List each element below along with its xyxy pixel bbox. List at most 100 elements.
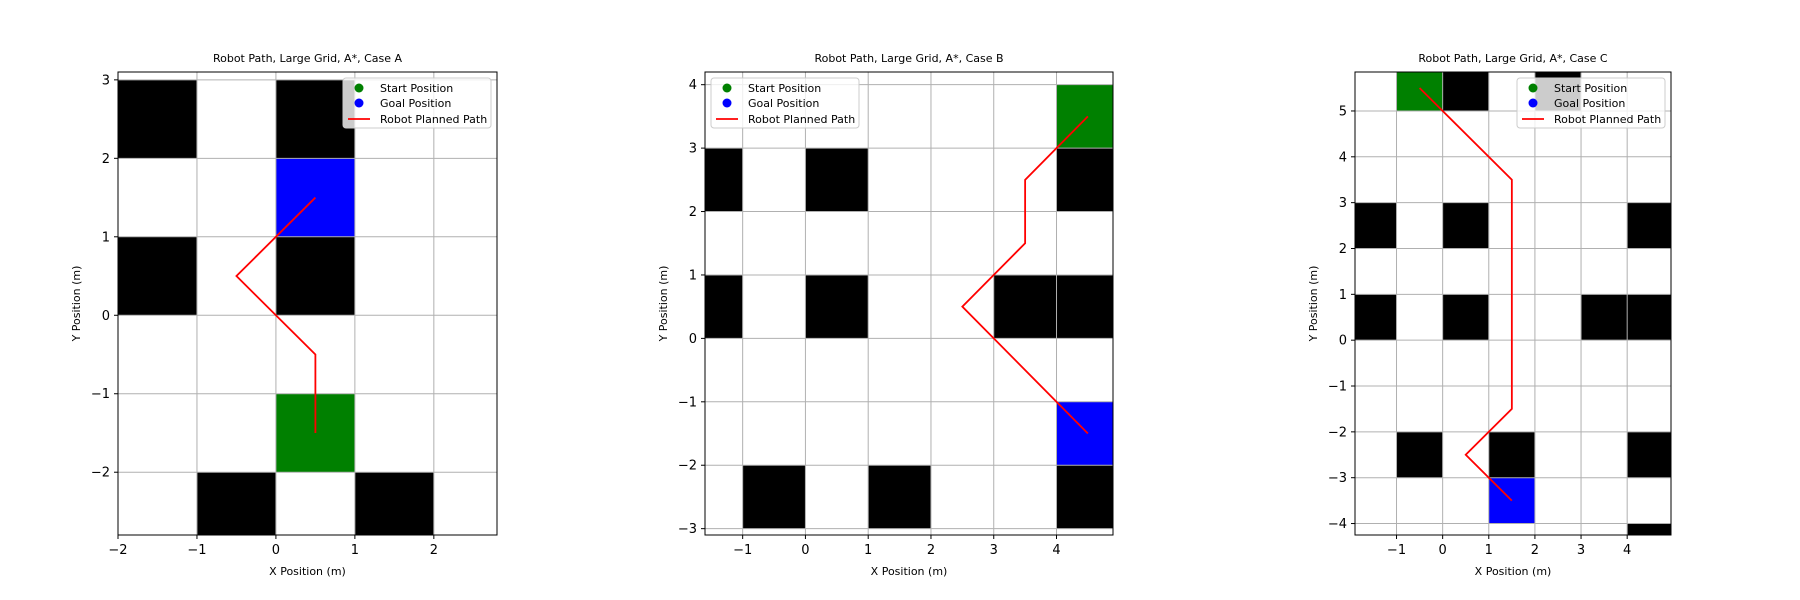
legend: Start Position Goal Position Robot Planned… [342,77,492,129]
legend-label: Robot Planned Path [748,113,855,126]
y-tick-label: 5 [1339,104,1347,119]
obstacle-cell [1056,465,1113,529]
x-tick-label: 0 [272,543,280,558]
y-tick-label: −3 [678,522,697,537]
robot-planned-path [1418,87,1513,502]
obstacle-cell [196,472,276,535]
x-tick-label: 3 [1577,543,1585,558]
legend: Start Position Goal Position Robot Planned… [1516,77,1666,129]
grid-cells [705,84,1113,529]
y-tick-label: 0 [102,309,110,324]
y-axis-label: Y Position (m) [1307,266,1320,343]
obstacle-cell [868,465,931,529]
y-tick-label: 2 [689,205,697,220]
y-axis-label: Y Position (m) [657,266,670,343]
y-tick-label: 0 [689,332,697,347]
robot-planned-path [961,115,1089,435]
y-tick-label: 3 [689,142,697,157]
obstacle-cell [1056,274,1113,339]
axes-frame [1354,71,1672,536]
x-tick-label: −1 [187,543,206,558]
obstacle-cell [275,79,355,159]
legend-label: Robot Planned Path [1554,113,1661,126]
chart-title: Robot Path, Large Grid, A*, Case B [814,52,1003,65]
obstacle-cell [275,236,355,316]
obstacle-cell [1355,202,1397,249]
obstacle-cell [1056,148,1113,212]
obstacle-cell [1442,72,1489,111]
x-axis-label: X Position (m) [269,565,346,578]
y-tick-label: −1 [91,387,110,402]
legend-box [710,77,860,129]
legend-marker-goal [722,98,732,108]
legend-box [342,77,492,129]
chart-title: Robot Path, Large Grid, A*, Case C [1418,52,1608,65]
legend-label: Goal Position [1554,97,1625,110]
obstacle-cell [993,274,1057,339]
x-axis-label: X Position (m) [871,565,948,578]
obstacle-cell [1355,294,1397,341]
y-tick-label: −2 [678,459,697,474]
legend-label: Start Position [1554,82,1627,95]
obstacle-cell [118,236,197,316]
chart-panel-1: −1 0 1 2 3 4 −3 −2 −1 0 1 2 3 4 Robot Path, Large Grid… [657,52,1114,578]
y-tick-label: 2 [1339,242,1347,257]
legend-label: Start Position [380,82,453,95]
obstacle-cell [1581,294,1628,341]
x-tick-label: 1 [1485,543,1493,558]
y-tick-label: −2 [91,466,110,481]
x-tick-label: 1 [864,543,872,558]
y-tick-label: 3 [1339,196,1347,211]
obstacle-cell [1627,202,1671,249]
legend-label: Start Position [748,82,821,95]
legend-label: Robot Planned Path [380,113,487,126]
y-tick-label: 1 [102,230,110,245]
y-tick-label: −2 [1328,425,1347,440]
y-tick-label: −1 [1328,380,1347,395]
obstacle-cell [705,148,743,212]
y-tick-label: −3 [1328,471,1347,486]
chart-panel-0: −2 −1 0 1 2 −2 −1 0 1 2 3 Robot Path, Large Grid, A… [70,52,498,578]
y-tick-label: 3 [102,73,110,88]
x-tick-label: 2 [1531,543,1539,558]
obstacle-cell [1396,431,1443,478]
x-tick-label: −1 [1387,543,1406,558]
x-tick-label: 4 [1052,543,1060,558]
legend-marker-start [354,83,364,93]
chart-title: Robot Path, Large Grid, A*, Case A [213,52,403,65]
chart-panel-2: −1 0 1 2 3 4 −4 −3 −2 −1 0 1 2 3 4 5 Robot Path, Large G… [1307,52,1672,578]
y-tick-label: −4 [1328,517,1347,532]
x-tick-label: 1 [351,543,359,558]
y-tick-label: 0 [1339,334,1347,349]
obstacle-cell [1627,294,1671,341]
obstacle-cell [705,274,743,339]
obstacle-cell [354,472,434,535]
obstacle-cell [1627,523,1671,535]
axes-frame [117,71,498,536]
legend-marker-start [1528,83,1538,93]
x-tick-label: 0 [1439,543,1447,558]
legend-marker-goal [1528,98,1538,108]
x-tick-label: 2 [430,543,438,558]
y-axis-label: Y Position (m) [70,266,83,343]
x-axis-label: X Position (m) [1475,565,1552,578]
legend-label: Goal Position [380,97,451,110]
obstacle-cell [118,79,197,159]
axes-frame [704,71,1114,536]
y-tick-label: 2 [102,152,110,167]
legend: Start Position Goal Position Robot Planned… [710,77,860,129]
obstacle-cell [1488,431,1535,478]
robot-planned-path [235,196,317,433]
x-tick-label: 4 [1623,543,1631,558]
obstacle-cell [1442,202,1489,249]
obstacle-cell [742,465,806,529]
y-tick-label: 1 [689,268,697,283]
y-tick-label: 4 [689,78,697,93]
obstacle-cell [805,148,869,212]
y-tick-label: 1 [1339,288,1347,303]
y-tick-label: −1 [678,395,697,410]
x-tick-label: 3 [990,543,998,558]
legend-marker-start [722,83,732,93]
legend-label: Goal Position [748,97,819,110]
